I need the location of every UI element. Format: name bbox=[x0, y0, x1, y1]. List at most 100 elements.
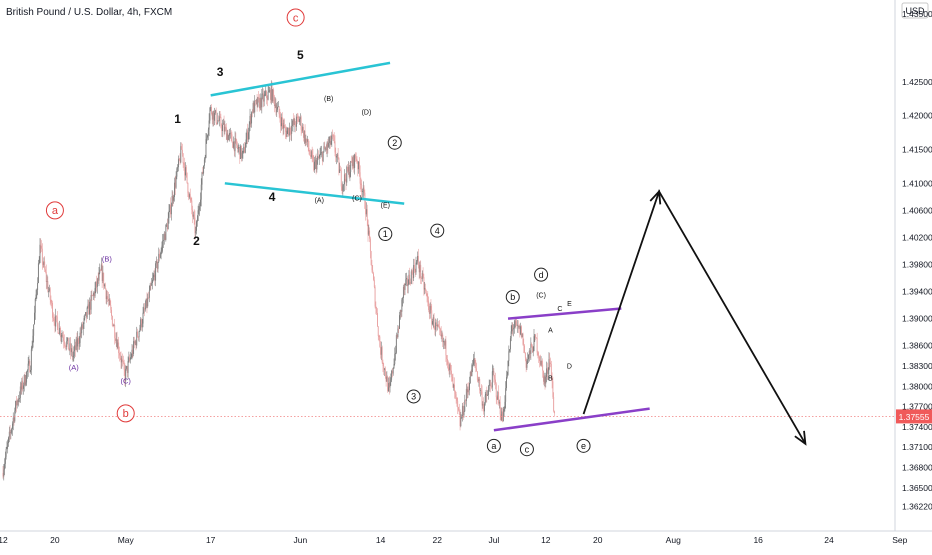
candle-body bbox=[240, 145, 242, 159]
candle-body bbox=[462, 405, 464, 416]
candle-body bbox=[273, 96, 275, 107]
candle-body bbox=[337, 154, 339, 159]
price-axis[interactable]: USD 1.43500 1.42500 1.42000 1.41500 1.41000 1… bbox=[894, 0, 932, 531]
candle-body bbox=[238, 147, 240, 149]
projection-path[interactable] bbox=[582, 189, 807, 445]
candle-body bbox=[45, 269, 46, 272]
wave-label: E bbox=[567, 301, 572, 308]
candle-body bbox=[225, 126, 227, 128]
candle-body bbox=[4, 456, 6, 464]
candle-body bbox=[21, 380, 23, 390]
candle-body bbox=[510, 331, 512, 339]
candle-body bbox=[305, 138, 307, 143]
candle-body bbox=[180, 146, 182, 163]
candle-body bbox=[551, 379, 553, 382]
candle-body bbox=[549, 359, 551, 363]
time-axis[interactable]: 12 20 May 17 Jun 14 22 Jul 12 20 Aug 16 24 Sep bbox=[0, 530, 932, 545]
candle-body bbox=[10, 432, 12, 434]
candle-body bbox=[95, 281, 97, 289]
candle-body bbox=[469, 382, 470, 391]
candle-body bbox=[281, 117, 282, 127]
candle-body bbox=[242, 151, 244, 153]
candle-body bbox=[233, 141, 235, 152]
candle-body bbox=[181, 149, 183, 154]
candle-body bbox=[251, 112, 253, 124]
candle-body bbox=[542, 364, 544, 371]
candle-body bbox=[293, 118, 295, 125]
candle-body bbox=[107, 299, 109, 302]
wave-label: (E) bbox=[381, 202, 390, 209]
candle-body bbox=[182, 153, 184, 164]
candle-body bbox=[528, 354, 529, 360]
candle-body bbox=[279, 114, 281, 119]
candle-body bbox=[86, 307, 88, 318]
candle-body bbox=[259, 97, 260, 109]
candles-layer bbox=[2, 80, 555, 481]
candle-body bbox=[181, 146, 183, 150]
candle-body bbox=[37, 283, 39, 291]
candle-body bbox=[184, 164, 186, 176]
candle-body bbox=[474, 358, 476, 364]
candle-body bbox=[450, 370, 452, 375]
candle-body bbox=[152, 279, 153, 284]
candle-body bbox=[414, 270, 416, 273]
candle-body bbox=[12, 417, 14, 424]
candle-body bbox=[387, 376, 389, 391]
candle-body bbox=[430, 306, 432, 311]
cyan-trend-line[interactable] bbox=[224, 182, 405, 205]
candle-body bbox=[109, 299, 111, 306]
candle-body bbox=[314, 159, 316, 162]
candle-body bbox=[33, 324, 35, 336]
candle-body bbox=[66, 341, 68, 347]
price-tick-label: 1.37400 bbox=[902, 422, 932, 432]
candle-body bbox=[171, 195, 173, 207]
candle-body bbox=[366, 209, 368, 221]
wave-label-circle bbox=[286, 8, 305, 27]
candle-body bbox=[475, 363, 477, 369]
candle-body bbox=[264, 94, 266, 96]
candle-body bbox=[206, 137, 208, 140]
candle-body bbox=[166, 224, 168, 230]
candle-body bbox=[124, 369, 126, 382]
time-tick-label: 12 bbox=[541, 535, 551, 545]
candle-body bbox=[188, 194, 190, 198]
candle-body bbox=[164, 234, 166, 240]
candle-body bbox=[432, 321, 433, 325]
candle-body bbox=[96, 281, 98, 287]
candle-body bbox=[379, 336, 381, 347]
candle-body bbox=[61, 335, 63, 337]
candle-body bbox=[173, 196, 175, 201]
candle-body bbox=[270, 84, 272, 100]
candle-body bbox=[463, 411, 465, 416]
cyan-trend-line[interactable] bbox=[210, 61, 391, 97]
candle-body bbox=[9, 431, 11, 434]
candle-body bbox=[354, 154, 356, 168]
candle-body bbox=[48, 288, 50, 292]
candle-body bbox=[27, 363, 29, 371]
candle-body bbox=[24, 375, 26, 385]
price-tick-label: 1.39400 bbox=[902, 287, 932, 297]
candle-body bbox=[74, 345, 76, 352]
candle-body bbox=[220, 117, 222, 127]
candle-body bbox=[472, 364, 474, 366]
candle-body bbox=[454, 384, 455, 392]
candle-body bbox=[377, 326, 379, 337]
purple-trend-line[interactable] bbox=[507, 307, 622, 320]
candle-body bbox=[144, 307, 146, 310]
candle-body bbox=[277, 106, 279, 108]
candle-body bbox=[138, 331, 140, 338]
purple-trend-line[interactable] bbox=[493, 407, 650, 432]
candle-body bbox=[327, 142, 329, 147]
candle-body bbox=[332, 134, 334, 138]
candle-body bbox=[73, 351, 75, 356]
candle-body bbox=[546, 368, 548, 378]
candle-body bbox=[8, 437, 9, 444]
candle-body bbox=[296, 116, 298, 118]
candle-body bbox=[432, 317, 434, 322]
candle-body bbox=[395, 335, 397, 353]
candle-body bbox=[503, 409, 505, 413]
candle-body bbox=[84, 314, 86, 319]
candle-body bbox=[170, 204, 172, 215]
candle-body bbox=[191, 200, 193, 210]
